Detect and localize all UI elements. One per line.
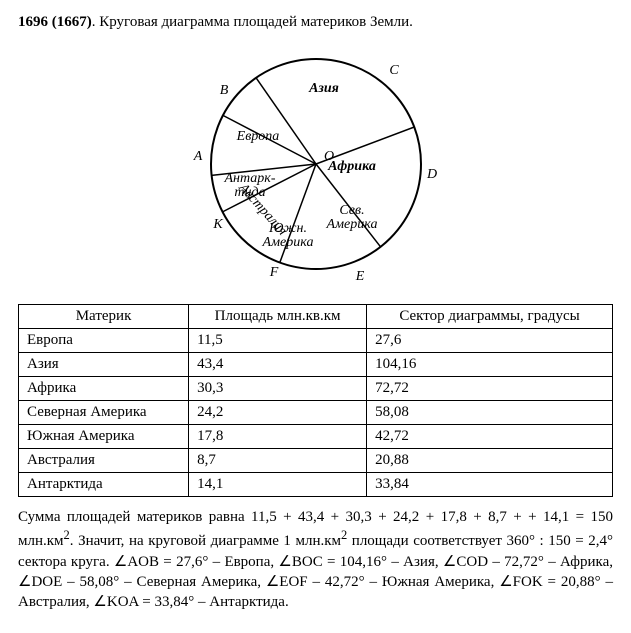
table-cell: 58,08 bbox=[367, 401, 613, 425]
explanation-text: Сумма площадей материков равна 11,5 + 43… bbox=[18, 507, 613, 612]
col-area: Площадь млн.кв.км bbox=[189, 305, 367, 329]
table-cell: Европа bbox=[19, 329, 189, 353]
data-table: Материк Площадь млн.кв.км Сектор диаграм… bbox=[18, 304, 613, 497]
table-cell: 11,5 bbox=[189, 329, 367, 353]
col-sector: Сектор диаграммы, градусы bbox=[367, 305, 613, 329]
table-cell: 8,7 bbox=[189, 449, 367, 473]
table-cell: 42,72 bbox=[367, 425, 613, 449]
svg-text:K: K bbox=[212, 217, 223, 232]
table-row: Северная Америка24,258,08 bbox=[19, 401, 613, 425]
svg-text:D: D bbox=[425, 167, 436, 182]
table-row: Африка30,372,72 bbox=[19, 377, 613, 401]
table-row: Антарктида14,133,84 bbox=[19, 473, 613, 497]
table-row: Азия43,4104,16 bbox=[19, 353, 613, 377]
table-row: Австралия8,720,88 bbox=[19, 449, 613, 473]
table-cell: Антарктида bbox=[19, 473, 189, 497]
svg-text:Европа: Европа bbox=[235, 129, 279, 144]
svg-text:O: O bbox=[324, 149, 334, 164]
table-row: Европа11,527,6 bbox=[19, 329, 613, 353]
svg-text:Африка: Африка bbox=[327, 159, 376, 174]
table-cell: 30,3 bbox=[189, 377, 367, 401]
table-cell: 24,2 bbox=[189, 401, 367, 425]
problem-number: 1696 (1667) bbox=[18, 14, 92, 30]
problem-title: Круговая диаграмма площадей материков Зе… bbox=[99, 14, 413, 30]
table-cell: 33,84 bbox=[367, 473, 613, 497]
svg-text:Азия: Азия bbox=[308, 81, 339, 96]
table-cell: Африка bbox=[19, 377, 189, 401]
svg-text:C: C bbox=[389, 63, 399, 78]
table-cell: 43,4 bbox=[189, 353, 367, 377]
table-row: Южная Америка17,842,72 bbox=[19, 425, 613, 449]
svg-text:B: B bbox=[219, 83, 228, 98]
table-cell: 17,8 bbox=[189, 425, 367, 449]
svg-text:E: E bbox=[354, 269, 364, 284]
table-cell: Южная Америка bbox=[19, 425, 189, 449]
table-cell: 27,6 bbox=[367, 329, 613, 353]
pie-chart: BCDEFKAЕвропаАзияАфрикаСев.АмерикаЮжн.Ам… bbox=[18, 39, 613, 294]
table-cell: 72,72 bbox=[367, 377, 613, 401]
table-cell: 20,88 bbox=[367, 449, 613, 473]
table-cell: Австралия bbox=[19, 449, 189, 473]
problem-heading: 1696 (1667). Круговая диаграмма площадей… bbox=[18, 14, 613, 31]
table-cell: Азия bbox=[19, 353, 189, 377]
table-cell: Северная Америка bbox=[19, 401, 189, 425]
svg-text:F: F bbox=[268, 265, 278, 280]
table-cell: 104,16 bbox=[367, 353, 613, 377]
col-continent: Материк bbox=[19, 305, 189, 329]
svg-text:A: A bbox=[192, 149, 202, 164]
table-cell: 14,1 bbox=[189, 473, 367, 497]
